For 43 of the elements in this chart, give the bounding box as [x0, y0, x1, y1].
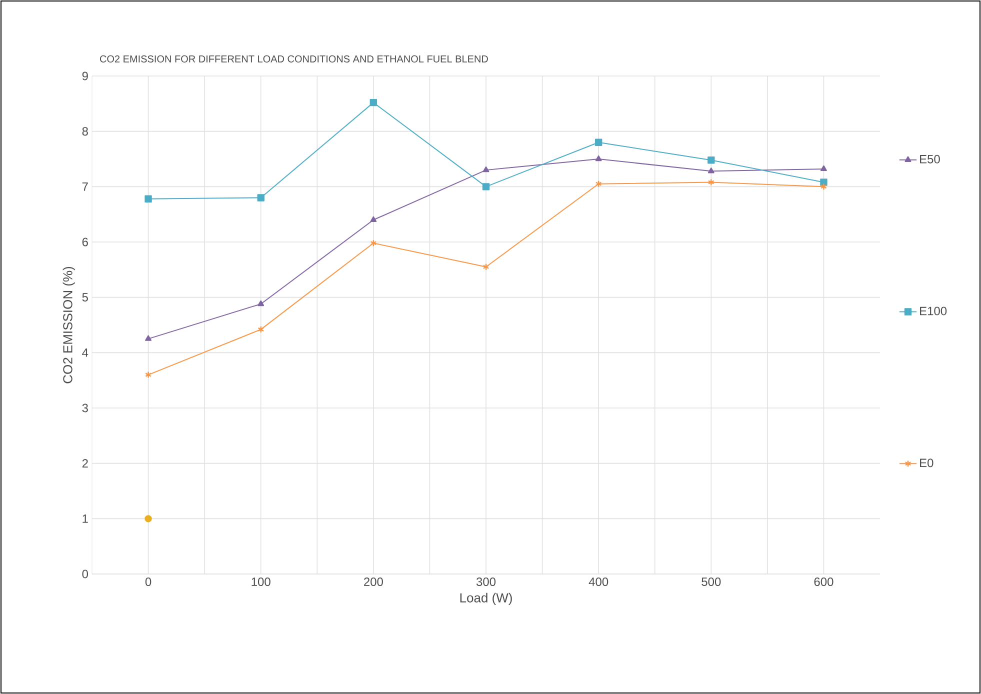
x-tick-label: 200: [364, 578, 383, 586]
point: [482, 166, 490, 172]
point: [370, 98, 378, 106]
x-tick-label: 0: [145, 578, 152, 586]
x-tick-label: 300: [476, 578, 496, 586]
point: [482, 183, 490, 190]
y-tick-label: 5: [82, 293, 88, 302]
chart-title: CO2 EMISSION FOR DIFFERENT LOAD CONDITIONS AND ETHANOL FUEL BLEND: [100, 55, 488, 62]
y-tick-label: 1: [82, 514, 88, 523]
point: [258, 326, 264, 334]
y-tick-label: 4: [82, 348, 88, 357]
x-tick-label: 600: [814, 578, 834, 586]
point: [370, 216, 377, 222]
point: [708, 168, 714, 174]
legend-label: E100: [920, 306, 947, 316]
point: [370, 240, 377, 247]
point: [820, 178, 828, 186]
point: [595, 180, 602, 188]
point: [258, 300, 264, 306]
legend-label: E50: [920, 154, 940, 164]
y-tick-label: 8: [82, 127, 88, 136]
point: [144, 515, 152, 522]
x-tick-label: 100: [252, 578, 270, 586]
point: [708, 156, 715, 164]
y-axis-title: CO2 EMISSION (%): [62, 266, 75, 384]
y-tick-label: 3: [82, 404, 88, 412]
x-tick-label: 400: [588, 578, 608, 586]
y-tick-label: 2: [82, 459, 88, 468]
point: [144, 195, 152, 202]
y-tick-label: 7: [82, 182, 88, 191]
point: [820, 165, 827, 172]
y-tick-label: 9: [82, 72, 88, 80]
point: [257, 194, 264, 202]
x-tick-label: 500: [702, 578, 721, 586]
legend-label: E0: [920, 458, 934, 468]
y-tick-label: 0: [82, 570, 88, 578]
point: [482, 263, 490, 270]
x-axis-title: Load (W): [460, 592, 512, 606]
point: [708, 178, 714, 186]
point: [145, 335, 152, 341]
point: [595, 155, 602, 162]
point: [594, 138, 602, 146]
y-tick-label: 6: [82, 238, 88, 246]
